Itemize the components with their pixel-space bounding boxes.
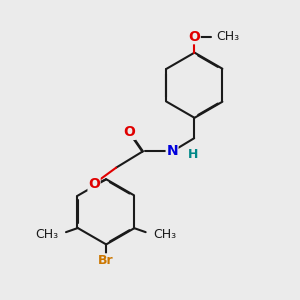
Text: H: H: [188, 148, 199, 161]
Text: Br: Br: [98, 254, 114, 267]
Text: O: O: [124, 125, 135, 139]
Text: CH₃: CH₃: [153, 228, 176, 241]
Text: O: O: [88, 177, 100, 191]
Text: O: O: [188, 30, 200, 44]
Text: CH₃: CH₃: [35, 228, 58, 241]
Text: N: N: [166, 145, 178, 158]
Text: CH₃: CH₃: [216, 30, 239, 43]
